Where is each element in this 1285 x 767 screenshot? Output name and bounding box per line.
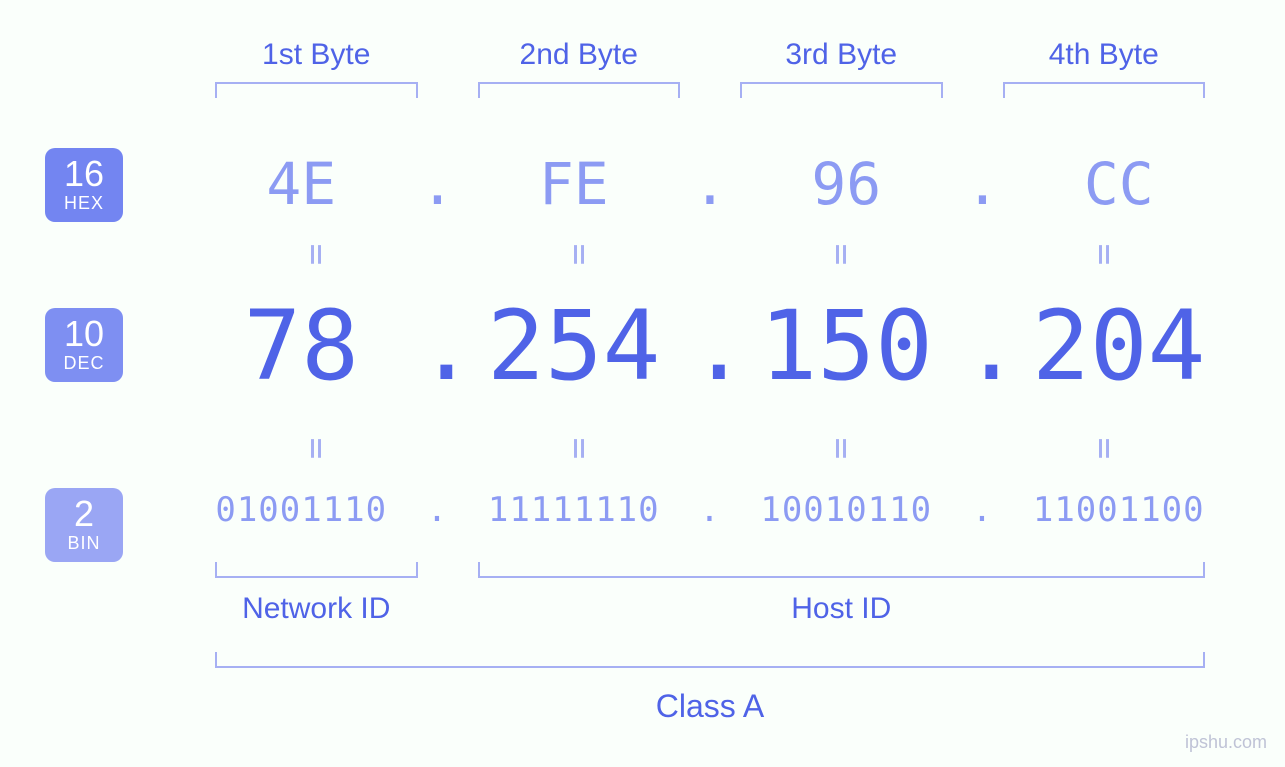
equals-row-dec-bin: = = = = (185, 428, 1235, 469)
top-bracket-2 (478, 82, 681, 98)
class-bracket (215, 652, 1205, 668)
equals-row-hex-dec: = = = = (185, 234, 1235, 275)
top-bracket-3 (740, 82, 943, 98)
badge-dec-number: 10 (45, 316, 123, 352)
badge-hex-label: HEX (45, 194, 123, 212)
host-id-label: Host ID (448, 592, 1236, 626)
equals-icon: = (296, 317, 337, 580)
ip-breakdown-diagram: 16 HEX 10 DEC 2 BIN 1st Byte 2nd Byte 3r… (0, 0, 1285, 767)
bin-row: 01001110 . 11111110 . 10010110 . 1100110… (185, 490, 1235, 530)
badge-bin: 2 BIN (45, 488, 123, 562)
dec-dot-2: . (690, 298, 730, 394)
bin-byte-1: 01001110 (185, 490, 418, 530)
top-brackets-row (185, 82, 1235, 102)
network-host-labels: Network ID Host ID (185, 592, 1235, 626)
badge-dec-label: DEC (45, 354, 123, 372)
network-host-brackets (185, 560, 1235, 580)
network-id-bracket (215, 562, 418, 578)
byte-header-row: 1st Byte 2nd Byte 3rd Byte 4th Byte (185, 38, 1235, 72)
byte-header-1: 1st Byte (185, 38, 448, 72)
hex-dot-1: . (418, 150, 458, 218)
network-id-label: Network ID (185, 592, 448, 626)
hex-row: 4E . FE . 96 . CC (185, 150, 1235, 218)
equals-icon: = (1083, 317, 1124, 580)
top-bracket-1 (215, 82, 418, 98)
class-label: Class A (185, 688, 1235, 725)
top-bracket-4 (1003, 82, 1206, 98)
bin-dot-2: . (690, 490, 730, 530)
bin-byte-4: 11001100 (1003, 490, 1236, 530)
dec-dot-1: . (418, 298, 458, 394)
equals-icon: = (821, 317, 862, 580)
badge-dec: 10 DEC (45, 308, 123, 382)
bin-dot-3: . (963, 490, 1003, 530)
badge-hex: 16 HEX (45, 148, 123, 222)
dec-dot-3: . (963, 298, 1003, 394)
watermark: ipshu.com (1185, 732, 1267, 753)
badge-bin-number: 2 (45, 496, 123, 532)
bin-byte-3: 10010110 (730, 490, 963, 530)
badge-bin-label: BIN (45, 534, 123, 552)
byte-header-2: 2nd Byte (448, 38, 711, 72)
host-id-bracket (478, 562, 1206, 578)
badge-hex-number: 16 (45, 156, 123, 192)
bin-dot-1: . (418, 490, 458, 530)
hex-dot-3: . (963, 150, 1003, 218)
bin-byte-2: 11111110 (458, 490, 691, 530)
equals-icon: = (558, 317, 599, 580)
hex-dot-2: . (690, 150, 730, 218)
dec-row: 78 . 254 . 150 . 204 (185, 298, 1235, 394)
byte-header-4: 4th Byte (973, 38, 1236, 72)
byte-header-3: 3rd Byte (710, 38, 973, 72)
